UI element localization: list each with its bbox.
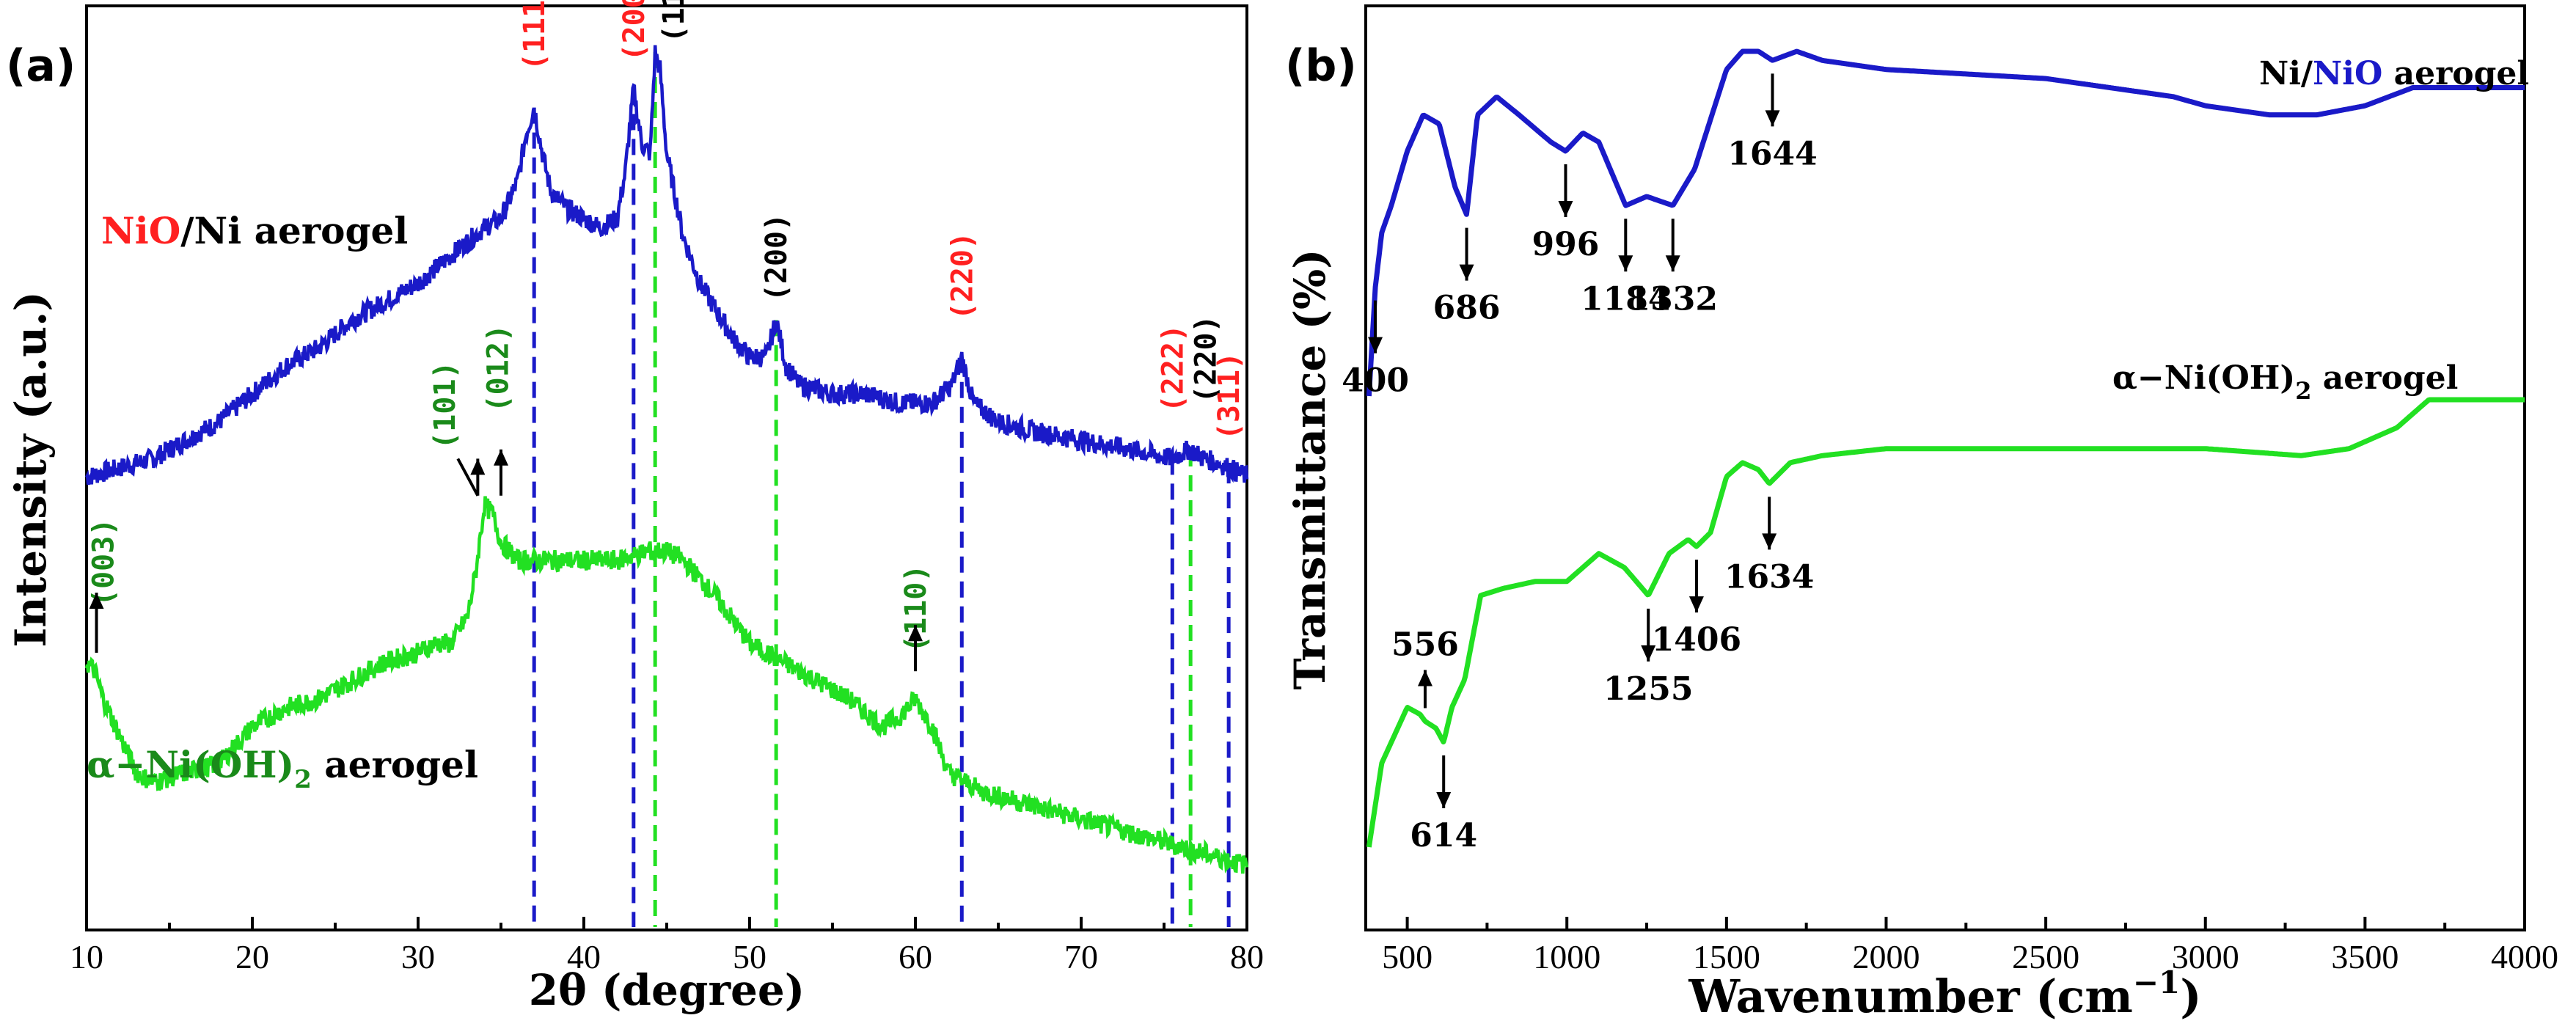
- legend-ni-oh2-b-part1: α−Ni(OH): [2112, 359, 2295, 397]
- x-tick-label-b-1000: 1000: [1533, 938, 1600, 975]
- peak-annotation-b-614: 614: [1410, 817, 1477, 854]
- peak-arrow-b-614-head: [1436, 792, 1452, 809]
- panel-b-frame: [1364, 4, 2526, 931]
- x-tick-label-b-3500: 3500: [2331, 938, 2398, 975]
- arrow-012-head: [494, 449, 508, 466]
- legend-nio-ni: NiO/Ni aerogel: [101, 209, 408, 252]
- panel-a-arrows: [89, 449, 923, 672]
- x-tick-label-a-30: 30: [401, 938, 435, 975]
- peak-annotation-b-996: 996: [1532, 226, 1600, 263]
- peak-label-a-6: (220): [1190, 315, 1223, 403]
- series-b-0: [1366, 48, 2526, 397]
- x-tick-label-a-80: 80: [1230, 938, 1264, 975]
- legend-ni-nio-part1: Ni/: [2259, 55, 2313, 92]
- legend-ni-nio-part3: aerogel: [2382, 55, 2529, 92]
- panel-b-series: [1366, 48, 2526, 848]
- panel-b-x-axis-label-sup: −1: [2133, 964, 2180, 1000]
- x-tick-label-a-50: 50: [733, 938, 766, 975]
- peak-label-a-5: (222): [1156, 324, 1190, 412]
- peak-annotation-b-1184: 1184: [1581, 280, 1670, 318]
- panel-b-x-axis-label-main: Wavenumber (cm: [1688, 970, 2132, 1023]
- legend-nio-ni-part1: NiO: [101, 209, 180, 252]
- series-a-0: [84, 45, 1249, 486]
- panel-a-x-ticks: 10 20 30 40 50 60 70 80: [70, 917, 1264, 975]
- legend-ni-nio: Ni/NiO aerogel: [2259, 55, 2529, 92]
- legend-ni-nio-part2: NiO: [2313, 55, 2382, 92]
- peak-annotation-b-1634: 1634: [1724, 558, 1814, 596]
- peak-label-a-8: (003): [87, 519, 121, 607]
- x-tick-label-a-40: 40: [567, 938, 601, 975]
- panel-b-x-axis-label-end: ): [2180, 970, 2201, 1023]
- peak-label-a-0: (111): [518, 0, 552, 70]
- peak-arrow-b-1644-head: [1765, 110, 1780, 127]
- series-a-1: [84, 496, 1249, 874]
- peak-arrow-b-996-head: [1558, 201, 1573, 218]
- peak-label-a-9: (101): [428, 361, 462, 449]
- peak-arrow-b-556-head: [1417, 670, 1432, 686]
- panel-a-reference-lines: [532, 52, 1231, 927]
- arrow-003-head: [89, 593, 104, 609]
- x-tick-label-b-4000: 4000: [2491, 938, 2558, 975]
- legend-nio-ni-part2: /Ni aerogel: [180, 209, 408, 252]
- peak-annotation-b-1406: 1406: [1652, 621, 1741, 659]
- peak-label-a-1: (200): [618, 0, 651, 62]
- x-tick-label-b-500: 500: [1382, 938, 1432, 975]
- panel-b-x-axis-label: Wavenumber (cm−1): [1688, 964, 2201, 1023]
- arrow-110-head: [908, 625, 923, 642]
- peak-annotation-b-1255: 1255: [1603, 670, 1693, 708]
- peak-arrow-b-1184-head: [1618, 255, 1633, 272]
- x-tick-label-a-10: 10: [70, 938, 103, 975]
- legend-ni-oh2-a-sub: 2: [294, 765, 312, 794]
- peak-annotation-b-400: 400: [1342, 362, 1409, 400]
- legend-ni-oh2-a: α−Ni(OH)2 aerogel: [87, 743, 478, 794]
- legend-ni-oh2-a-part1: α−Ni(OH): [87, 743, 294, 786]
- series-b-1: [1366, 397, 2526, 848]
- peak-label-a-2: (111): [657, 0, 691, 43]
- peak-arrow-b-400-head: [1368, 337, 1383, 354]
- legend-ni-oh2-b: α−Ni(OH)2 aerogel: [2112, 359, 2458, 405]
- peak-annotation-b-1644: 1644: [1727, 135, 1817, 172]
- arrow-101-head: [470, 458, 486, 475]
- peak-arrow-b-1332-head: [1665, 255, 1680, 272]
- legend-ni-oh2-b-part2: aerogel: [2311, 359, 2458, 397]
- peak-arrow-b-686-head: [1459, 264, 1474, 281]
- x-tick-label-a-20: 20: [235, 938, 269, 975]
- x-tick-label-a-60: 60: [899, 938, 932, 975]
- panel-b-x-ticks: 500 1000 1500 2000 2500 3000 3500 4000: [1382, 917, 2558, 975]
- x-tick-label-b-2000: 2000: [1852, 938, 1920, 975]
- peak-label-a-7: (311): [1212, 352, 1246, 440]
- panel-b-label: (b): [1285, 40, 1357, 92]
- peak-arrow-b-1406-head: [1688, 596, 1704, 613]
- legend-ni-oh2-b-sub: 2: [2295, 377, 2311, 405]
- peak-arrow-b-1255-head: [1641, 645, 1656, 662]
- panel-a-y-axis-label: Intensity (a.u.): [6, 291, 56, 648]
- peak-annotation-b-1332: 1332: [1628, 280, 1717, 318]
- peak-label-a-4: (220): [945, 232, 979, 320]
- panel-a-label: (a): [6, 40, 76, 92]
- arrow-101-diag: [456, 458, 480, 497]
- peak-annotation-b-686: 686: [1433, 290, 1501, 327]
- panel-a-x-axis-label: 2θ (degree): [529, 965, 805, 1015]
- panel-b-y-axis-label: Transmittance (%): [1285, 249, 1335, 689]
- panel-a-series: [84, 45, 1249, 874]
- peak-arrow-b-1634-head: [1762, 533, 1777, 550]
- peak-label-a-3: (200): [760, 213, 794, 301]
- x-tick-label-b-1500: 1500: [1693, 938, 1760, 975]
- panel-b: (b) 500 1000 1500 2000 2500 3000 3500 4000 400 6…: [1285, 4, 2558, 1023]
- legend-ni-oh2-a-part2: aerogel: [312, 743, 478, 786]
- peak-annotation-b-556: 556: [1391, 626, 1459, 663]
- peak-label-a-10: (012): [481, 324, 515, 412]
- x-tick-label-b-3000: 3000: [2172, 938, 2239, 975]
- x-tick-label-b-2500: 2500: [2012, 938, 2079, 975]
- x-tick-label-a-70: 70: [1064, 938, 1098, 975]
